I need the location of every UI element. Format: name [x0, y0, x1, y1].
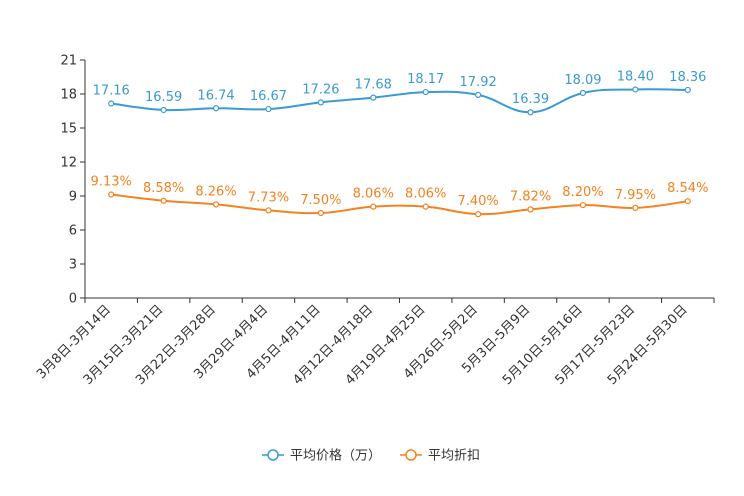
series-line [111, 193, 688, 216]
series-1: 17.16 16.59 16.74 16.67 17.26 17.68 18.17 17.92… [93, 69, 706, 116]
data-point[interactable] [108, 100, 115, 107]
legend-marker-icon [267, 449, 279, 461]
data-label: 18.17 [407, 72, 444, 87]
data-point[interactable] [422, 88, 429, 96]
data-label: 18.36 [669, 70, 706, 85]
data-label: 8.06% [405, 187, 446, 202]
data-label: 8.26% [195, 184, 236, 199]
data-point[interactable] [527, 206, 534, 213]
data-point[interactable] [212, 105, 220, 112]
data-point[interactable] [475, 91, 482, 99]
data-point[interactable] [160, 106, 167, 114]
data-label: 17.68 [355, 78, 392, 93]
data-point[interactable] [632, 86, 639, 93]
data-point[interactable] [370, 94, 377, 101]
data-point[interactable] [317, 209, 324, 217]
data-label: 17.92 [460, 75, 497, 90]
series-2: 9.13% 8.58% 8.26% 7.73% 7.50% 8.06% 8.06% 7.40%… [91, 175, 708, 218]
data-label: 16.67 [250, 89, 287, 104]
data-point[interactable] [579, 89, 587, 97]
data-point[interactable] [212, 201, 220, 208]
y-tick-label: 15 [60, 122, 77, 137]
data-point[interactable] [265, 207, 272, 214]
data-point[interactable] [370, 203, 377, 210]
data-label: 17.26 [302, 82, 339, 97]
data-label: 16.59 [145, 90, 182, 105]
legend-marker-icon [405, 449, 417, 461]
data-point[interactable] [160, 197, 167, 204]
data-label: 16.74 [197, 88, 234, 103]
data-label: 7.50% [300, 193, 341, 208]
data-point[interactable] [684, 198, 691, 205]
data-point[interactable] [475, 211, 482, 218]
data-point[interactable] [108, 191, 115, 198]
data-point[interactable] [317, 99, 324, 106]
series-line [111, 88, 688, 114]
x-axis: 3月8日-3月14日3月15日-3月21日3月22日-3月28日3月29日-4月… [34, 297, 715, 388]
series-layer: 17.16 16.59 16.74 16.67 17.26 17.68 18.17 17.92… [91, 69, 708, 218]
legend-item-1[interactable]: 平均价格（万） [262, 448, 381, 464]
data-label: 8.58% [143, 181, 184, 196]
y-tick-label: 18 [60, 88, 77, 103]
data-label: 8.06% [353, 187, 394, 202]
data-point[interactable] [579, 201, 587, 209]
data-label: 8.20% [562, 185, 603, 200]
y-tick-label: 12 [60, 156, 77, 171]
data-label: 18.09 [564, 73, 601, 88]
data-label: 18.40 [617, 69, 654, 84]
data-label: 7.40% [457, 194, 498, 209]
legend-label: 平均价格（万） [290, 448, 381, 464]
legend-label: 平均折扣 [428, 449, 480, 464]
data-point[interactable] [422, 203, 429, 210]
y-tick-label: 9 [69, 190, 77, 205]
data-point[interactable] [265, 105, 272, 113]
y-tick-label: 0 [69, 292, 77, 307]
data-label: 16.39 [512, 92, 549, 107]
data-label: 7.73% [248, 190, 289, 205]
data-label: 7.95% [615, 188, 656, 203]
data-label: 8.54% [667, 181, 708, 196]
legend[interactable]: 平均价格（万） 平均折扣 [262, 448, 480, 464]
data-label: 7.82% [510, 189, 551, 204]
data-point[interactable] [527, 109, 534, 116]
legend-item-2[interactable]: 平均折扣 [400, 449, 480, 464]
data-point[interactable] [684, 86, 691, 94]
data-label: 9.13% [91, 175, 132, 190]
data-label: 17.16 [93, 84, 130, 99]
data-point[interactable] [632, 204, 639, 211]
y-tick-label: 3 [69, 258, 77, 273]
y-axis: 0 3 6 9 12 15 18 21 [60, 54, 86, 307]
y-tick-label: 21 [60, 54, 77, 69]
y-tick-label: 6 [69, 224, 77, 239]
